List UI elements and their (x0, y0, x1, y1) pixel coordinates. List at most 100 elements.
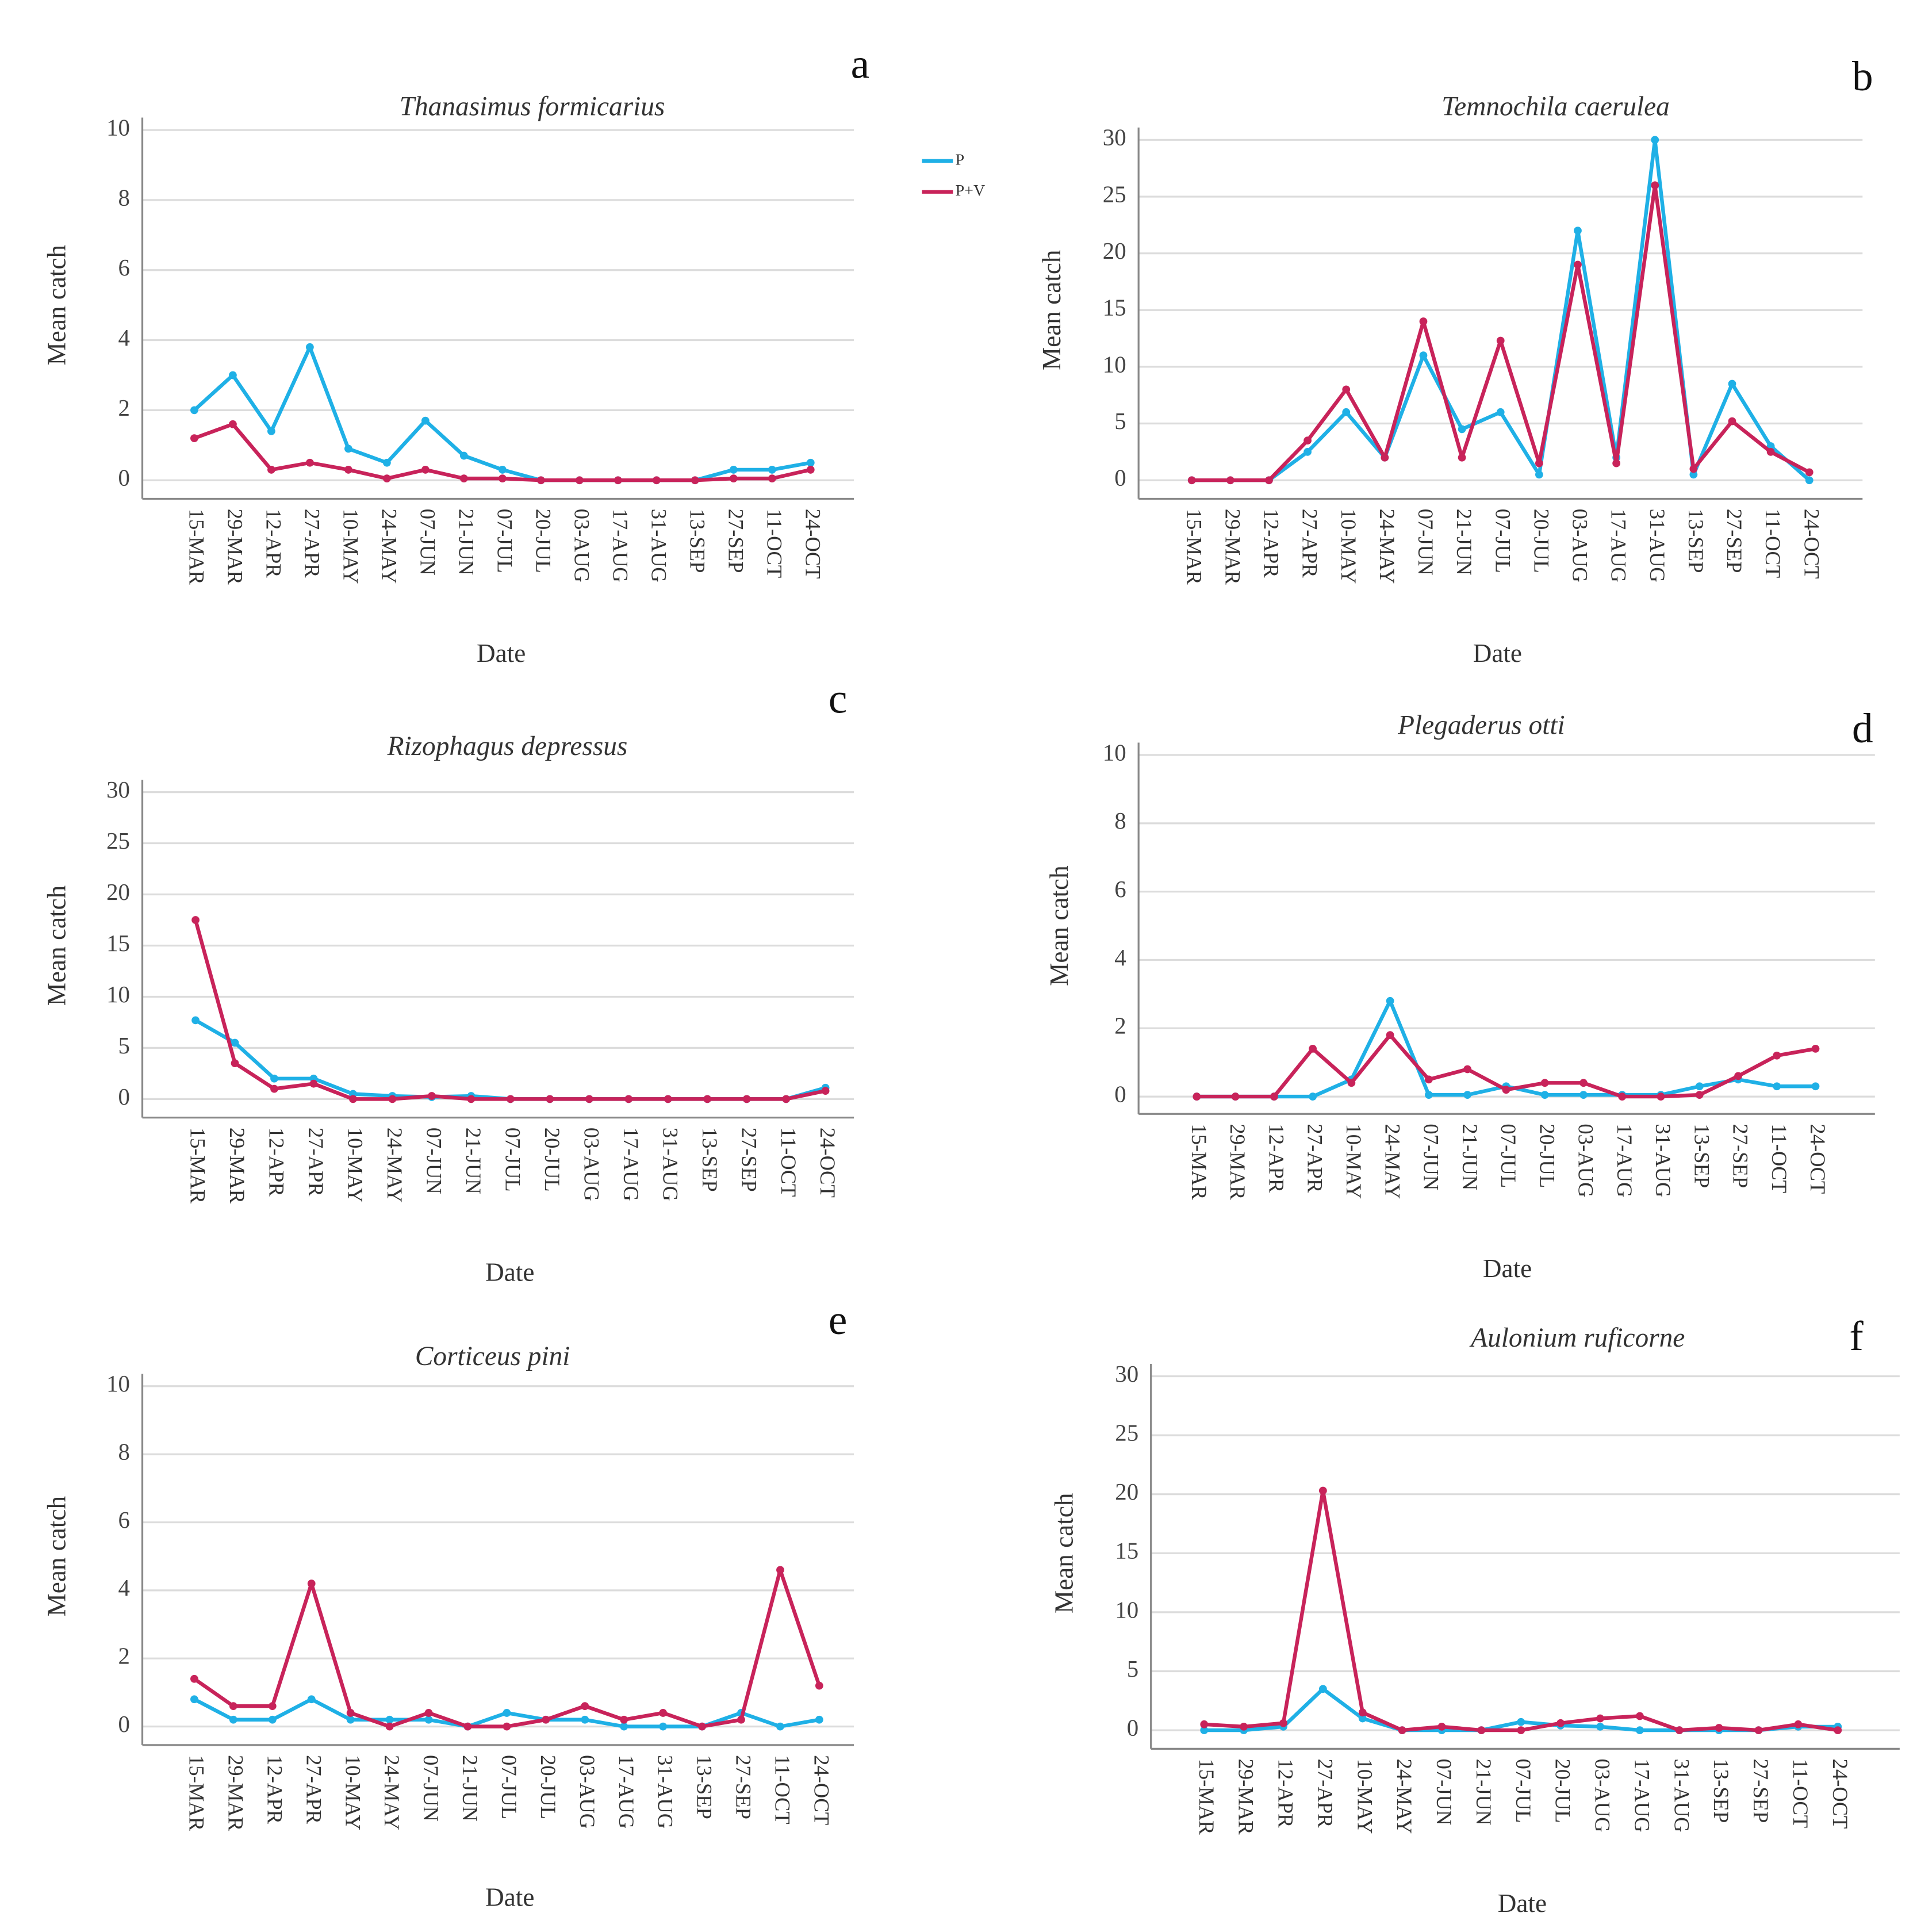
data-point (620, 1722, 628, 1731)
data-point (385, 1722, 394, 1731)
x-tick-label: 20-JUL (1551, 1759, 1575, 1823)
x-tick-label: 07-JUL (497, 1755, 521, 1819)
data-point (1579, 1091, 1588, 1099)
x-tick-label: 29-MAR (225, 1128, 249, 1204)
x-tick-label: 27-APR (1313, 1759, 1337, 1828)
data-point (1734, 1072, 1742, 1080)
x-tick-label: 03-AUG (580, 1128, 603, 1201)
chart-title: Thanasimus formicarius (400, 91, 665, 121)
y-axis-label: Mean catch (1045, 865, 1073, 986)
data-point (1193, 1092, 1201, 1101)
x-tick-label: 29-MAR (1221, 509, 1244, 585)
x-tick-label: 11-OCT (1789, 1759, 1812, 1828)
data-point (346, 1709, 355, 1717)
data-point (503, 1709, 511, 1717)
y-tick-label: 0 (118, 1084, 130, 1110)
data-point (428, 1092, 436, 1100)
x-tick-label: 03-AUG (1569, 509, 1592, 582)
data-point (806, 466, 815, 474)
x-tick-label: 24-MAY (380, 1755, 404, 1830)
x-tick-label: 12-APR (1264, 1124, 1288, 1193)
data-point (664, 1095, 672, 1103)
data-point (1574, 227, 1582, 235)
x-tick-label: 10-MAY (344, 1128, 367, 1203)
x-tick-label: 11-OCT (777, 1128, 800, 1197)
data-point (1540, 1079, 1549, 1087)
y-tick-label: 0 (1127, 1715, 1138, 1741)
x-tick-label: 21-JUN (1452, 509, 1476, 576)
y-tick-label: 10 (106, 1371, 130, 1397)
y-tick-label: 6 (1114, 876, 1126, 902)
y-tick-label: 0 (118, 1711, 130, 1737)
y-tick-label: 0 (1114, 1081, 1126, 1107)
data-point (1381, 453, 1389, 462)
y-tick-label: 5 (118, 1033, 130, 1059)
x-tick-label: 03-AUG (570, 509, 593, 582)
x-axis-label: Date (485, 1883, 534, 1911)
data-point (1695, 1091, 1704, 1099)
x-tick-label: 07-JUN (419, 1755, 443, 1822)
data-point (267, 427, 275, 435)
x-tick-label: 29-MAR (224, 1755, 247, 1831)
x-tick-label: 15-MAR (1187, 1124, 1211, 1200)
x-tick-label: 20-JUL (536, 1755, 560, 1819)
series-line (193, 919, 826, 1101)
x-tick-label: 29-MAR (1226, 1124, 1249, 1200)
x-tick-label: 20-JUL (540, 1128, 564, 1192)
data-point (1386, 1031, 1394, 1040)
x-tick-label: 24-MAY (1381, 1124, 1404, 1199)
data-point (1318, 1486, 1327, 1495)
y-tick-label: 4 (1114, 945, 1126, 971)
data-point (575, 476, 584, 485)
data-point (1309, 1045, 1317, 1053)
data-point (344, 466, 352, 474)
y-tick-label: 10 (106, 114, 130, 140)
y-tick-label: 10 (1103, 739, 1126, 765)
x-tick-label: 11-OCT (1761, 509, 1785, 578)
data-point (581, 1715, 589, 1724)
x-tick-label: 21-JUN (454, 509, 478, 576)
data-point (1675, 1726, 1684, 1734)
y-tick-label: 8 (1114, 808, 1126, 834)
data-point (267, 466, 275, 474)
x-tick-label: 24-OCT (801, 509, 825, 579)
y-tick-label: 5 (1114, 408, 1126, 434)
data-point (1773, 1051, 1781, 1060)
data-point (459, 474, 468, 483)
y-tick-label: 10 (106, 982, 130, 1007)
data-point (349, 1095, 357, 1103)
data-point (1425, 1075, 1433, 1084)
x-tick-label: 17-AUG (608, 509, 632, 582)
x-tick-label: 24-MAY (1393, 1759, 1416, 1834)
panel-letter: e (829, 1297, 847, 1343)
x-tick-label: 07-JUL (501, 1128, 524, 1192)
x-tick-label: 27-APR (302, 1755, 325, 1824)
data-point (1187, 476, 1196, 485)
legend-label: P (956, 151, 965, 168)
y-tick-label: 2 (1114, 1013, 1126, 1039)
data-point (742, 1095, 751, 1103)
data-point (190, 406, 198, 415)
x-tick-label: 03-AUG (576, 1755, 599, 1828)
x-tick-label: 15-MAR (186, 1128, 210, 1204)
data-point (309, 1079, 318, 1088)
x-tick-label: 21-JUN (1472, 1759, 1496, 1826)
data-point (1279, 1719, 1287, 1727)
x-tick-label: 24-OCT (1806, 1124, 1830, 1194)
x-tick-label: 07-JUN (423, 1128, 446, 1194)
x-tick-label: 15-MAR (185, 509, 209, 585)
x-tick-label: 03-AUG (1574, 1124, 1598, 1197)
x-axis-label: Date (477, 639, 526, 668)
data-point (191, 916, 200, 924)
data-point (388, 1095, 397, 1103)
data-point (229, 420, 237, 428)
x-tick-label: 11-OCT (762, 509, 786, 578)
x-tick-label: 11-OCT (1768, 1124, 1791, 1193)
x-tick-label: 07-JUL (1497, 1124, 1520, 1188)
data-point (1535, 459, 1543, 467)
data-point (806, 458, 815, 467)
data-point (1754, 1726, 1763, 1734)
x-tick-label: 07-JUN (1432, 1759, 1456, 1826)
data-point (268, 1702, 277, 1710)
